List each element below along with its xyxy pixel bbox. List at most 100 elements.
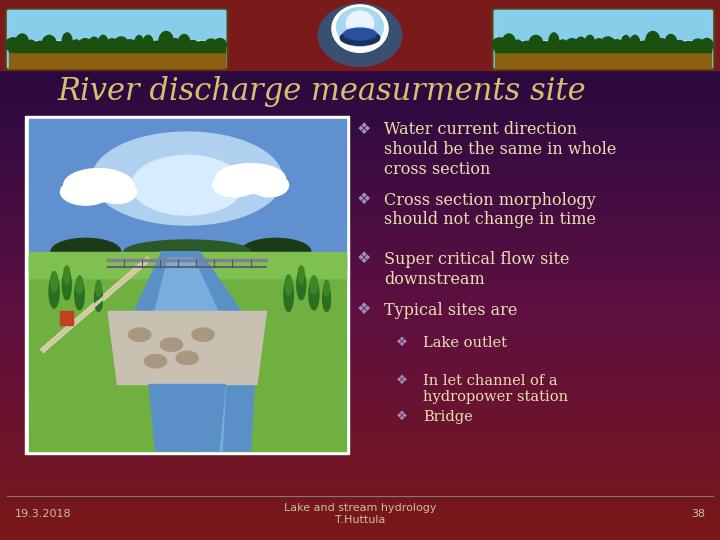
Ellipse shape (62, 33, 72, 52)
Ellipse shape (636, 41, 652, 52)
Text: Typical sites are: Typical sites are (384, 302, 517, 319)
Bar (52, 288, 56, 301)
Bar (60, 312, 73, 325)
Bar (325, 295, 329, 308)
Ellipse shape (76, 276, 83, 294)
Bar (25, 116, 349, 454)
Ellipse shape (96, 280, 102, 296)
Ellipse shape (50, 272, 58, 292)
Ellipse shape (611, 40, 623, 52)
Bar (9, 49, 225, 68)
Ellipse shape (179, 35, 190, 52)
FancyBboxPatch shape (6, 9, 228, 70)
Ellipse shape (332, 5, 388, 52)
Circle shape (318, 4, 402, 66)
Ellipse shape (558, 40, 568, 52)
Ellipse shape (63, 168, 133, 202)
Text: ❖: ❖ (396, 410, 408, 423)
Text: In let channel of a
hydropower station: In let channel of a hydropower station (423, 374, 569, 404)
Ellipse shape (75, 280, 84, 310)
Ellipse shape (324, 280, 329, 296)
Ellipse shape (529, 36, 543, 52)
Ellipse shape (161, 338, 182, 351)
Text: Water current direction
should be the same in whole
cross section: Water current direction should be the sa… (384, 122, 616, 178)
Ellipse shape (124, 40, 136, 52)
Bar (10, 12, 223, 39)
Ellipse shape (657, 39, 667, 52)
Ellipse shape (344, 28, 376, 40)
Ellipse shape (284, 278, 293, 312)
Text: 38: 38 (691, 509, 706, 519)
Ellipse shape (194, 42, 210, 52)
Ellipse shape (114, 37, 128, 52)
Bar (77, 292, 81, 305)
Text: Super critical flow site
downstream: Super critical flow site downstream (384, 251, 570, 288)
Ellipse shape (50, 42, 66, 52)
Bar (10, 12, 223, 48)
Ellipse shape (129, 328, 150, 341)
Ellipse shape (297, 270, 306, 300)
Text: ❖: ❖ (396, 374, 408, 387)
Bar (29, 119, 346, 268)
Ellipse shape (32, 41, 48, 52)
Ellipse shape (150, 41, 165, 52)
Ellipse shape (132, 156, 243, 215)
Text: ❖: ❖ (396, 336, 408, 349)
Ellipse shape (621, 36, 630, 52)
Bar (287, 292, 291, 305)
Text: ❖: ❖ (356, 302, 371, 318)
Ellipse shape (310, 276, 318, 294)
Ellipse shape (99, 180, 137, 204)
Polygon shape (149, 384, 225, 451)
Text: Lake and stream hydrology
T.Huttula: Lake and stream hydrology T.Huttula (284, 503, 436, 525)
Bar (96, 295, 101, 308)
Ellipse shape (89, 37, 99, 52)
Ellipse shape (63, 266, 70, 284)
Ellipse shape (575, 37, 586, 52)
Ellipse shape (145, 355, 166, 368)
Text: River discharge measurments site: River discharge measurments site (58, 76, 586, 107)
Ellipse shape (71, 40, 81, 52)
Ellipse shape (187, 40, 199, 52)
Bar (497, 12, 710, 39)
Ellipse shape (519, 41, 534, 52)
Ellipse shape (63, 270, 71, 300)
Text: ❖: ❖ (356, 251, 371, 266)
Bar (495, 49, 711, 68)
Bar (497, 12, 710, 48)
Ellipse shape (241, 238, 311, 265)
Ellipse shape (323, 285, 330, 312)
Ellipse shape (176, 351, 198, 364)
Ellipse shape (49, 275, 59, 308)
Ellipse shape (674, 40, 686, 52)
Ellipse shape (214, 38, 226, 52)
Ellipse shape (665, 35, 677, 52)
Ellipse shape (94, 285, 102, 312)
Ellipse shape (192, 328, 214, 341)
Bar (65, 281, 69, 295)
Ellipse shape (42, 36, 56, 52)
Ellipse shape (566, 39, 578, 52)
Ellipse shape (143, 35, 153, 52)
Polygon shape (124, 252, 257, 451)
Ellipse shape (537, 42, 553, 52)
Ellipse shape (513, 40, 523, 52)
Ellipse shape (212, 173, 257, 197)
Bar (495, 47, 711, 52)
Bar (29, 119, 346, 451)
Ellipse shape (285, 275, 292, 295)
Bar (299, 281, 303, 295)
Ellipse shape (159, 31, 174, 52)
Ellipse shape (216, 164, 285, 193)
Ellipse shape (593, 39, 605, 52)
Ellipse shape (171, 39, 180, 52)
Ellipse shape (646, 31, 660, 52)
Ellipse shape (79, 39, 91, 52)
Ellipse shape (51, 238, 121, 265)
Text: Bridge: Bridge (423, 410, 473, 424)
Bar (29, 252, 346, 278)
Ellipse shape (251, 173, 289, 197)
Ellipse shape (630, 35, 640, 52)
Ellipse shape (204, 39, 218, 52)
Ellipse shape (135, 36, 143, 52)
